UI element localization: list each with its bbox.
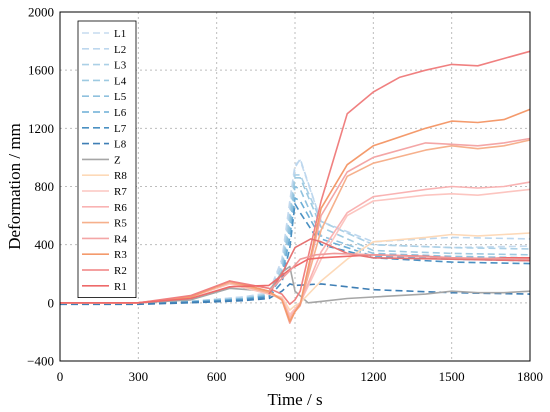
- y-tick-label: 400: [35, 237, 55, 252]
- x-tick-label: 1200: [360, 369, 386, 384]
- legend-label: L4: [114, 75, 127, 87]
- legend-label: L2: [114, 44, 126, 56]
- y-tick-label: 1600: [28, 63, 54, 78]
- series-line-l8: [60, 283, 531, 306]
- legend-label: R7: [114, 186, 127, 198]
- legend-label: R3: [114, 249, 127, 261]
- y-tick-label: 2000: [28, 5, 54, 20]
- x-tick-label: 0: [57, 369, 64, 384]
- series-line-r2: [60, 50, 531, 306]
- x-tick-label: 300: [129, 369, 149, 384]
- legend-label: R5: [114, 218, 127, 230]
- legend-label: L7: [114, 123, 127, 135]
- legend-label: R2: [114, 265, 127, 277]
- series-layer: [60, 50, 531, 325]
- series-line-l5: [60, 185, 531, 305]
- x-tick-label: 900: [285, 369, 305, 384]
- y-tick-label: −400: [27, 354, 54, 369]
- legend: L1 L2 L3 L4 L5 L6 L7 L8 Z R8 R7 R6 R5 R4 R3 R2 R1: [77, 20, 137, 299]
- y-tick-label: 0: [48, 295, 55, 310]
- legend-label: L5: [114, 91, 127, 103]
- legend-label: L6: [114, 107, 127, 119]
- legend-label: R4: [114, 233, 127, 245]
- legend-label: R8: [114, 170, 127, 182]
- y-tick-label: 800: [35, 179, 55, 194]
- y-axis-title: Deformation / mm: [5, 123, 24, 250]
- legend-label: R1: [114, 281, 127, 293]
- x-tick-label: 600: [207, 369, 227, 384]
- legend-label: L8: [114, 139, 127, 151]
- x-tick-labels: 0 300 600 900 1200 1500 1800: [57, 369, 543, 384]
- x-tick-label: 1500: [439, 369, 465, 384]
- y-tick-label: 1200: [28, 121, 54, 136]
- x-axis-title: Time / s: [267, 390, 322, 409]
- series-line-unlabeled-18: [268, 252, 531, 292]
- series-line-l2: [60, 158, 531, 305]
- y-tick-labels: 2000 1600 1200 800 400 0 −400: [27, 5, 54, 369]
- plot-frame: [59, 11, 531, 362]
- legend-label: L1: [114, 28, 126, 40]
- legend-label: Z: [114, 154, 121, 166]
- x-tick-label: 1800: [517, 369, 543, 384]
- legend-label: R6: [114, 202, 127, 214]
- series-line-unlabeled-17: [268, 238, 531, 295]
- series-line-z: [60, 265, 531, 304]
- legend-label: L3: [114, 60, 127, 72]
